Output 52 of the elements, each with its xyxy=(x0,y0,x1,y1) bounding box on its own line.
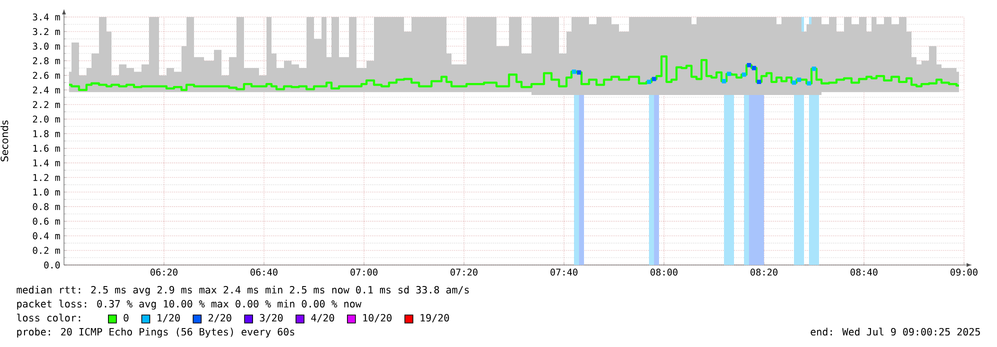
x-tick-label: 07:40 xyxy=(550,268,578,276)
x-tick-label: 07:20 xyxy=(450,268,478,276)
y-tick-label: 2.6 m xyxy=(32,72,60,79)
legend-label: 1/20 xyxy=(158,314,180,322)
point xyxy=(646,80,652,84)
y-tick-label: 3.2 m xyxy=(32,28,60,36)
text: packet loss: 0.37 % avg 10.00 % max 0.00 % min 0.00 % now xyxy=(17,300,362,310)
y-tick-label: 2.8 m xyxy=(32,57,60,64)
y-tick-label: 1.4 m xyxy=(33,159,60,166)
x-tick-label: 06:20 xyxy=(150,268,178,276)
legend-label: 19/20 xyxy=(420,314,449,322)
y-tick-label: 0.6 m xyxy=(32,218,60,225)
x-tick-label: 06:40 xyxy=(250,268,278,276)
x-tick-label: 08:40 xyxy=(850,268,878,276)
point xyxy=(572,70,576,74)
y-tick-label: 3.0 m xyxy=(32,42,60,50)
y-tick-label: 1.0 m xyxy=(33,188,60,196)
point xyxy=(806,81,812,86)
y-tick-label: 2.4 m xyxy=(32,86,60,94)
y-tick-label: 0.4 m xyxy=(32,232,60,240)
y-tick-label: 0.2 m xyxy=(32,246,60,254)
text: median rtt: 2.5 ms avg 2.9 ms max 2.4 ms min 2.5 ms now 0.1 ms sd 33.8 am/s xyxy=(16,286,469,296)
legend-title: loss color: xyxy=(17,314,80,322)
legend-label: 4/20 xyxy=(311,314,334,322)
y-tick-label: 1.8 m xyxy=(33,130,60,138)
legend-label: 0 xyxy=(124,314,128,322)
y-tick-label: 2.2 m xyxy=(32,101,60,108)
x-tick-label: 09:00 xyxy=(950,268,978,276)
x-tick-label: 08:00 xyxy=(650,268,678,276)
y-tick-label: 0.0 xyxy=(44,261,60,269)
point xyxy=(792,80,796,85)
point xyxy=(756,80,762,84)
point xyxy=(812,66,816,71)
legend-label: 10/20 xyxy=(363,314,392,322)
point xyxy=(746,63,752,68)
point xyxy=(796,78,802,82)
y-tick-label: 2.0 m xyxy=(32,116,60,123)
point xyxy=(722,79,726,84)
y-tick-label: 3.4 m xyxy=(32,13,60,21)
x-tick-label: 08:20 xyxy=(750,268,778,276)
point xyxy=(742,72,746,77)
x-tick-label: 07:00 xyxy=(350,268,378,276)
legend-label: 3/20 xyxy=(260,314,283,322)
y-tick-label: 1.2 m xyxy=(33,174,60,181)
text: probe: 20 ICMP Echo Pings (56 Bytes) every 60s xyxy=(17,328,294,338)
y-tick-label: 1.6 m xyxy=(33,144,60,152)
point xyxy=(726,72,732,76)
point xyxy=(576,70,582,75)
y-axis-title: Seconds xyxy=(0,120,8,162)
legend-label: 2/20 xyxy=(208,314,232,322)
y-tick-label: 0.8 m xyxy=(32,203,60,210)
text: end: Wed Jul 9 09:00:25 2025 xyxy=(810,328,980,336)
